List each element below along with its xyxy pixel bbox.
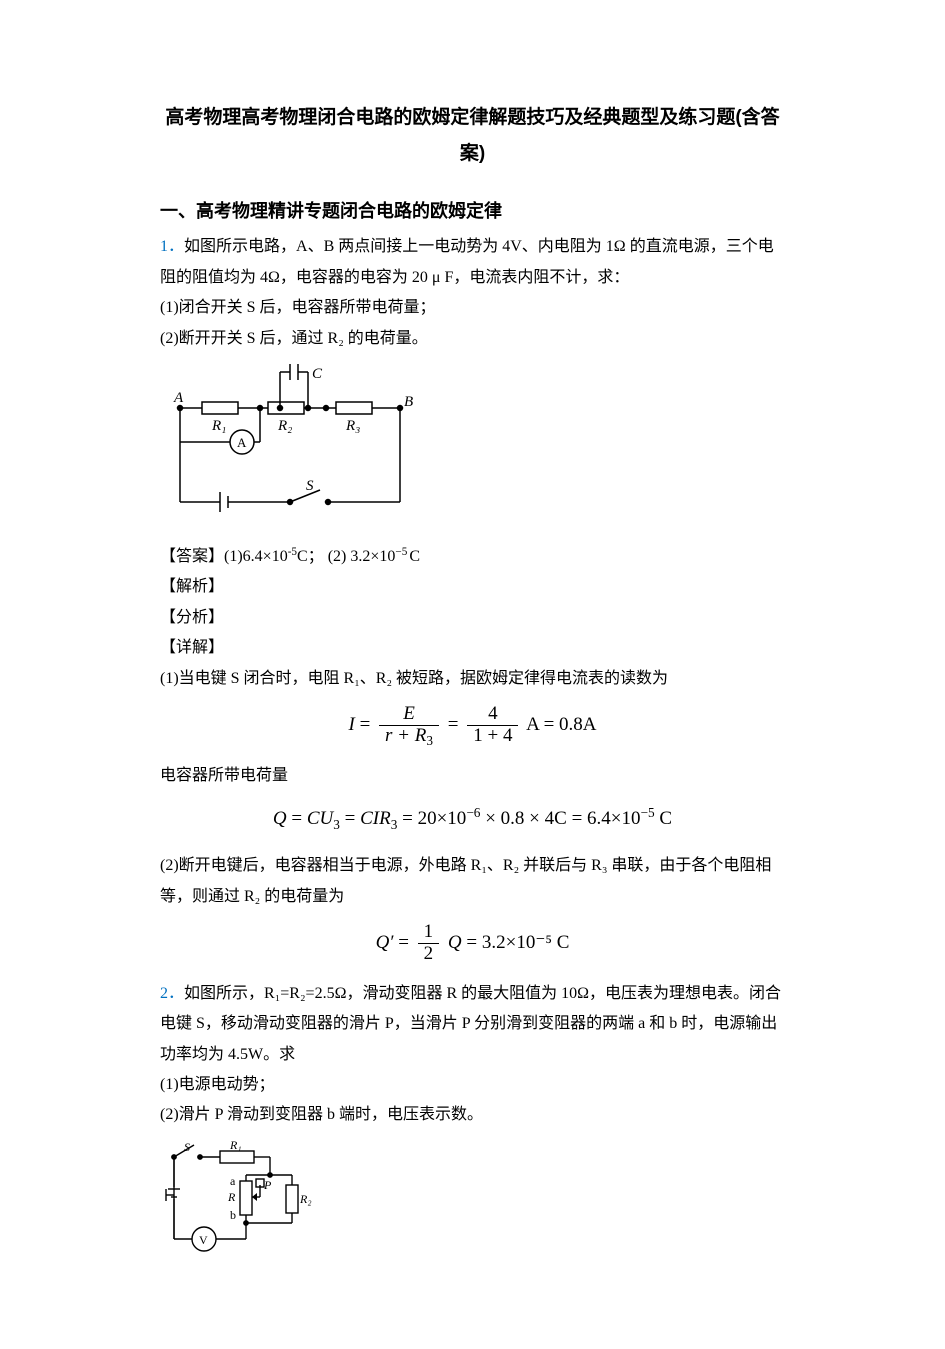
fig1-R3-label: R₃	[345, 418, 360, 434]
q2-sub1: (1)电源电动势；	[160, 1070, 785, 1100]
q1-eq1: I = E r + R3 = 4 1 + 4 A = 0.8A	[160, 704, 785, 747]
q1-sub2: (2)断开开关 S 后，通过 R₂ 的电荷量。	[160, 324, 785, 354]
fig2-b: b	[230, 1208, 236, 1222]
fig2-P: P	[263, 1178, 272, 1192]
fig1-C-label: C	[312, 366, 323, 382]
fig1-R2-label: R₂	[277, 418, 292, 434]
q2-circuit-figure: S R₁ a R b P R₂ V	[160, 1139, 320, 1259]
q1-stem: 1．如图所示电路，A、B 两点间接上一电动势为 4V、内电阻为 1Ω 的直流电源…	[160, 232, 785, 293]
fig2-a: a	[230, 1174, 236, 1188]
fig2-R1: R₁	[229, 1139, 242, 1152]
q1-number: 1．	[160, 238, 184, 255]
q1-step1: (1)当电键 S 闭合时，电阻 R₁、R₂ 被短路，据欧姆定律得电流表的读数为	[160, 664, 785, 694]
fig1-B-label: B	[404, 394, 413, 410]
q1-body: 如图所示电路，A、B 两点间接上一电动势为 4V、内电阻为 1Ω 的直流电源，三…	[160, 238, 774, 285]
fig2-S: S	[184, 1140, 190, 1154]
document-page: 高考物理高考物理闭合电路的欧姆定律解题技巧及经典题型及练习题(含答案) 一、高考…	[0, 0, 945, 1349]
q1-circuit-figure: A B C R₁ R₂ R₃ S A	[160, 362, 420, 532]
q1-line3b: 等，则通过 R₂ 的电荷量为	[160, 882, 785, 912]
fig1-A-label: A	[173, 390, 184, 406]
q2-number: 2．	[160, 985, 184, 1002]
doc-title: 高考物理高考物理闭合电路的欧姆定律解题技巧及经典题型及练习题(含答案)	[160, 100, 785, 172]
q1-sub1: (1)闭合开关 S 后，电容器所带电荷量；	[160, 293, 785, 323]
q1-line3a: (2)断开电键后，电容器相当于电源，外电路 R₁、R₂ 并联后与 R₃ 串联，由…	[160, 851, 785, 881]
fig2-V: V	[199, 1233, 208, 1247]
fig1-R1-label: R₁	[211, 418, 226, 434]
fig2-R2: R₂	[299, 1192, 312, 1206]
section-heading: 一、高考物理精讲专题闭合电路的欧姆定律	[160, 194, 785, 228]
answer-label: 【答案】	[160, 548, 224, 565]
q2-sub2: (2)滑片 P 滑动到变阻器 b 端时，电压表示数。	[160, 1100, 785, 1130]
q1-eq2: Q = CU3 = CIR3 = 20×10−6 × 0.8 × 4C = 6.…	[160, 801, 785, 837]
q1-eq3: Q′ = 1 2 Q = 3.2×10⁻⁵ C	[160, 922, 785, 965]
q1-answer: 【答案】(1)6.4×10-5C； (2) 3.2×10−5C	[160, 542, 785, 572]
label-fenxi: 【分析】	[160, 603, 785, 633]
label-jiexi: 【解析】	[160, 572, 785, 602]
label-xiangjie: 【详解】	[160, 633, 785, 663]
q2-stem: 2．如图所示，R₁=R₂=2.5Ω，滑动变阻器 R 的最大阻值为 10Ω，电压表…	[160, 979, 785, 1070]
fig2-R: R	[227, 1190, 236, 1204]
q2-body: 如图所示，R₁=R₂=2.5Ω，滑动变阻器 R 的最大阻值为 10Ω，电压表为理…	[160, 985, 781, 1063]
fig1-ammeter-label: A	[237, 435, 247, 450]
q1-line2: 电容器所带电荷量	[160, 761, 785, 791]
fig1-S-label: S	[306, 478, 314, 494]
